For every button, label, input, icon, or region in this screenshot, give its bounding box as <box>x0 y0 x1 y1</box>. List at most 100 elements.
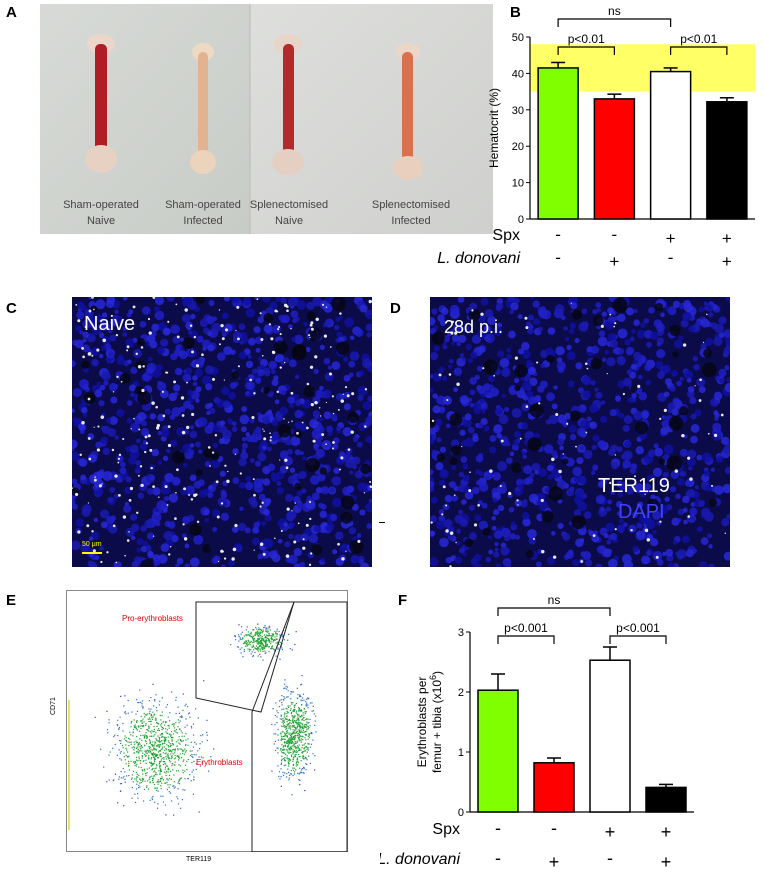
event-dot <box>140 766 142 769</box>
dapi-nucleus <box>671 369 678 377</box>
event-dot <box>259 650 262 652</box>
ter119-signal <box>293 540 297 544</box>
event-dot <box>198 811 200 813</box>
dapi-nucleus <box>220 420 226 426</box>
event-dot <box>242 638 244 640</box>
ter119-signal <box>345 550 347 552</box>
event-dot <box>165 748 167 750</box>
event-dot <box>290 736 292 738</box>
dapi-nucleus <box>439 314 445 320</box>
dapi-nucleus <box>624 338 632 346</box>
ter119-signal <box>72 487 73 490</box>
event-dot <box>280 714 282 716</box>
event-dot <box>137 787 140 789</box>
event-dot <box>282 738 284 740</box>
event-dot <box>117 719 119 721</box>
dapi-nucleus <box>189 430 198 439</box>
ter119-signal <box>207 446 211 449</box>
dapi-nucleus <box>575 489 585 498</box>
event-dot <box>294 734 297 737</box>
ter119-signal <box>152 297 156 300</box>
dapi-nucleus <box>713 391 723 401</box>
dapi-nucleus <box>156 500 167 510</box>
event-dot <box>151 716 153 719</box>
event-dot <box>286 755 288 757</box>
dapi-nucleus <box>687 449 697 459</box>
event-dot <box>262 645 264 647</box>
dapi-nucleus <box>137 492 145 499</box>
event-dot <box>127 699 129 702</box>
ter119-signal <box>308 500 312 504</box>
dapi-nucleus <box>679 376 684 382</box>
dapi-nucleus <box>245 432 250 437</box>
event-dot <box>171 736 173 738</box>
event-dot <box>164 749 166 751</box>
event-dot <box>248 634 250 636</box>
dapi-nucleus <box>477 500 483 506</box>
event-dot <box>297 716 299 718</box>
dapi-nucleus <box>677 478 685 486</box>
event-dot <box>189 774 191 776</box>
event-dot <box>267 637 269 640</box>
event-dot <box>145 750 147 752</box>
event-dot <box>308 697 310 700</box>
dapi-nucleus <box>453 367 463 376</box>
dapi-nucleus <box>617 313 626 323</box>
event-dot <box>295 753 297 756</box>
ter119-signal <box>145 442 149 445</box>
ter119-signal <box>180 396 185 400</box>
dapi-nucleus <box>162 455 169 462</box>
dapi-nucleus <box>199 318 209 328</box>
dapi-nucleus <box>207 492 214 499</box>
event-dot <box>295 765 297 767</box>
event-dot <box>280 735 282 737</box>
event-dot <box>108 754 110 756</box>
event-dot <box>124 695 126 697</box>
event-dot <box>142 707 144 709</box>
event-dot <box>310 732 312 734</box>
event-dot <box>294 751 296 753</box>
event-dot <box>281 708 283 711</box>
dapi-nucleus <box>555 346 565 356</box>
event-dot <box>289 759 292 761</box>
dapi-nucleus <box>617 492 624 498</box>
event-dot <box>161 777 163 780</box>
dapi-nucleus <box>551 403 558 410</box>
event-dot <box>168 720 171 722</box>
event-dot <box>302 726 304 729</box>
dark-gap <box>294 430 303 439</box>
event-dot <box>293 709 296 711</box>
event-dot <box>164 728 167 730</box>
dapi-nucleus <box>72 503 78 510</box>
dapi-nucleus <box>588 404 598 413</box>
event-dot <box>159 743 161 746</box>
event-dot <box>293 736 295 738</box>
ter119-signal <box>130 428 132 430</box>
event-dot <box>190 780 192 782</box>
event-dot <box>303 725 305 728</box>
event-dot <box>301 697 304 699</box>
ter119-signal <box>430 521 433 524</box>
event-dot <box>306 721 308 723</box>
ter119-signal <box>133 417 135 420</box>
bone-spx-naive <box>272 34 304 175</box>
event-dot <box>297 732 300 735</box>
dapi-nucleus <box>99 546 104 551</box>
event-dot <box>146 768 148 770</box>
event-dot <box>299 734 301 736</box>
dapi-nucleus <box>194 368 203 378</box>
event-dot <box>194 741 196 744</box>
dapi-nucleus <box>661 420 670 428</box>
dapi-nucleus <box>448 482 454 488</box>
event-dot <box>192 734 195 736</box>
dapi-nucleus <box>231 349 236 355</box>
dark-gap <box>349 539 364 554</box>
event-dot <box>164 782 166 784</box>
dapi-nucleus <box>506 354 512 360</box>
dapi-nucleus <box>635 446 644 455</box>
dapi-nucleus <box>164 408 172 415</box>
event-dot <box>130 734 132 736</box>
ter119-signal <box>551 457 555 462</box>
dark-gap <box>137 337 146 346</box>
ter119-signal <box>674 469 679 473</box>
